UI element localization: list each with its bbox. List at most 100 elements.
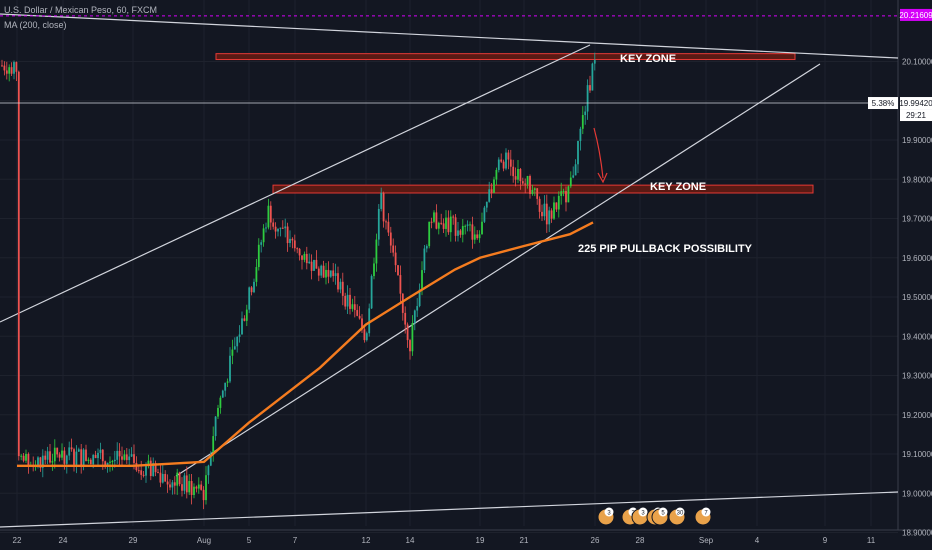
price-axis-tags: 20.21609 19.99420 5.38% 29:21 [868,8,932,122]
candle-body [97,452,99,459]
candle-body [75,451,78,465]
candle-body [394,252,397,266]
candle-body [39,457,42,468]
y-tick-label: 19.60000 [902,254,932,263]
x-tick-label: 7 [293,536,298,545]
key-zones [215,53,814,194]
candle-body [130,454,133,457]
candle-body [159,472,162,483]
candle-body [8,67,11,74]
y-tick-label: 19.00000 [902,489,932,498]
candle-body [416,306,419,311]
candle-body [58,454,61,458]
candle-body [248,287,251,310]
candle-body [524,183,527,185]
candle-body [481,221,483,235]
event-badge[interactable]: 5 [651,507,669,526]
candle-body [193,486,195,495]
ma-200-line [17,221,594,467]
candle-body [365,333,368,341]
candle-body [351,304,354,309]
event-badge-count-bg [701,507,711,517]
candle-body [109,461,111,463]
event-badge-count: 3 [607,511,611,517]
candle-body [555,202,558,210]
candle-body [533,188,536,190]
candle-body [89,459,92,465]
candle-body [353,304,356,311]
price-axis[interactable]: 20.1000020.0000019.9000019.8000019.70000… [902,58,932,538]
price-tag-text: 29:21 [906,111,927,120]
candle-body [181,484,183,491]
candle-body [560,191,563,196]
trendline[interactable] [0,44,591,323]
candle-body [397,265,399,276]
trendlines [0,13,899,528]
candle-body [176,472,179,486]
candle-body [169,484,171,488]
event-badges[interactable]: 32355307 [597,507,712,526]
candle-body [87,459,90,461]
candle-body [329,270,332,277]
candle-body [207,465,210,476]
event-badge[interactable]: 7 [694,507,712,526]
candle-body [315,259,318,269]
candle-body [589,85,591,91]
price-tag-bg [900,97,932,110]
candle-body [190,481,193,495]
candle-body [65,455,68,464]
candle-body [154,463,157,473]
candle-body [267,205,270,228]
candle-body [279,227,282,229]
time-axis[interactable]: 22 24 29 Aug 5 7 12 14 19 21 26 28 Sep 4 9 11 [13,536,876,545]
candle-body [265,227,267,229]
candle-body [77,449,80,452]
candle-body [171,482,174,488]
candle-body [166,481,169,485]
candle-body [437,222,440,229]
x-tick-label: Aug [197,536,211,545]
candle-body [550,210,553,219]
price-tag-text: 20.21609 [899,11,932,20]
event-badge[interactable]: 30 [668,507,686,526]
candle-body [344,295,347,307]
grid-lines [0,0,932,533]
candle-body [13,62,15,74]
candle-body [197,484,200,489]
candle-body [332,270,335,277]
x-tick-label: 22 [13,536,22,545]
candle-body [337,273,339,290]
trendline[interactable] [0,491,899,528]
candle-body [557,195,560,210]
candle-body [586,85,589,112]
candle-body [399,275,402,294]
event-badge-count-bg [604,507,614,517]
key-zone-lower-label: KEY ZONE [650,181,706,193]
arrow-head [597,172,608,184]
candle-body [140,470,143,475]
candle-body [269,205,272,223]
trendline[interactable] [0,13,899,59]
candle-body [200,484,203,490]
candle-body [483,207,486,222]
candle-body [51,461,54,463]
candle-body [459,230,462,235]
trendline[interactable] [175,63,821,477]
event-badge[interactable]: 3 [597,507,615,526]
candle-body [495,169,498,180]
candle-body [373,263,375,277]
candle-body [529,175,531,194]
candle-body [536,188,539,199]
candle-body [183,475,186,491]
candle-body [356,310,359,316]
candle-body [584,111,587,116]
candle-body [286,226,289,244]
candle-body [205,475,207,501]
candle-body [593,60,596,64]
candle-body [1,65,3,67]
candle-body [457,230,459,236]
candle-body [310,261,313,271]
candle-body [231,349,234,356]
candle-body [454,217,457,236]
